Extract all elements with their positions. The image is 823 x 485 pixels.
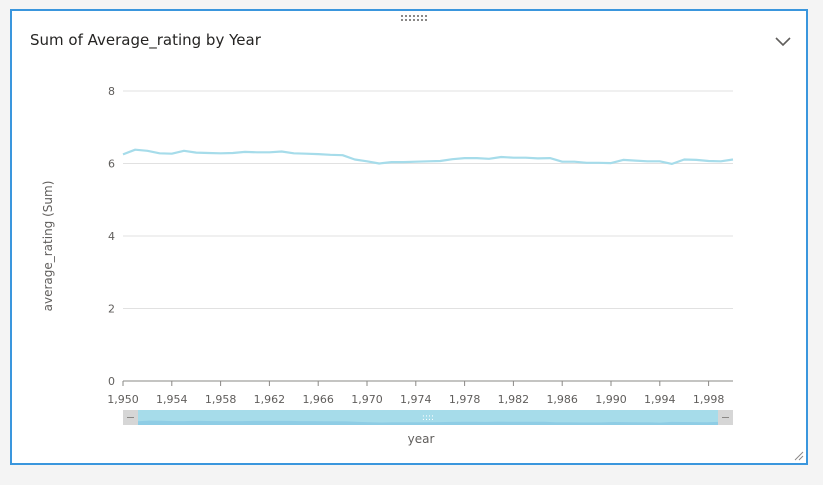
x-axis-title: year (408, 432, 435, 446)
x-tick-label: 1,970 (351, 393, 383, 406)
x-tick-label: 1,982 (498, 393, 530, 406)
x-tick-label: 1,958 (205, 393, 237, 406)
x-axis-scrollbar[interactable]: :::: (123, 410, 733, 425)
x-tick-label: 1,998 (693, 393, 725, 406)
series-line[interactable] (123, 150, 733, 164)
x-axis: 1,950 1,954 1,958 1,962 1,966 1,970 1,974 1,978… (107, 381, 733, 406)
x-tick-label: 1,994 (644, 393, 676, 406)
y-axis-title: average_rating (Sum) (41, 181, 55, 312)
x-tick-label: 1,978 (449, 393, 481, 406)
x-tick-label: 1,962 (254, 393, 286, 406)
x-tick-label: 1,950 (107, 393, 139, 406)
y-tick-label: 2 (108, 303, 115, 316)
y-tick-label: 4 (108, 230, 115, 243)
x-tick-label: 1,974 (400, 393, 432, 406)
x-tick-label: 1,966 (302, 393, 334, 406)
x-tick-label: 1,990 (595, 393, 627, 406)
y-axis-ticks: 0 2 4 6 8 (108, 85, 115, 388)
y-tick-label: 8 (108, 85, 115, 98)
x-tick-label: 1,986 (546, 393, 578, 406)
scrollbar-center-grip[interactable]: :::: (422, 413, 434, 423)
x-tick-label: 1,954 (156, 393, 188, 406)
y-tick-label: 6 (108, 158, 115, 171)
gridlines (123, 91, 733, 309)
series-layer (123, 150, 733, 164)
y-tick-label: 0 (108, 375, 115, 388)
